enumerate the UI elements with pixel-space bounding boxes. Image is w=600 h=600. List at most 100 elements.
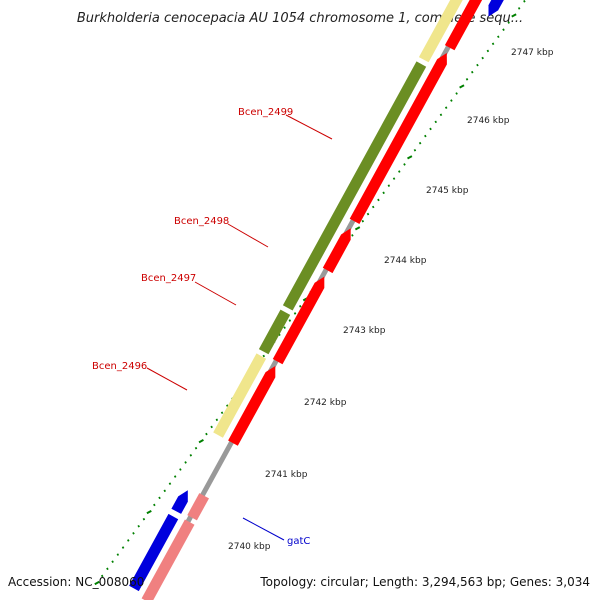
scale-dot xyxy=(132,532,135,535)
scale-dot xyxy=(205,432,208,436)
scale-dot xyxy=(215,418,219,422)
scale-major-tick xyxy=(94,580,100,586)
scale-dot xyxy=(262,354,266,358)
scale-label-2745: 2745 kbp xyxy=(426,186,469,196)
scale-dot xyxy=(184,461,187,464)
scale-dot xyxy=(168,482,172,485)
gene-label-text: gatC xyxy=(287,536,310,547)
feature-track xyxy=(129,0,507,600)
scale-dot xyxy=(194,446,198,450)
scale-dot xyxy=(121,546,125,549)
topology-text: Topology: circular; Length: 3,294,563 bp… xyxy=(259,575,590,589)
scale-label-2742: 2742 kbp xyxy=(304,398,347,408)
scale-dot xyxy=(424,134,427,138)
accession-text: Accession: NC_008060 xyxy=(8,575,144,589)
scale-dot xyxy=(450,99,453,102)
scale-dot xyxy=(476,63,479,67)
rna-feature-green-1[interactable] xyxy=(258,309,291,355)
scale-dot xyxy=(210,425,213,429)
scale-dots xyxy=(94,0,526,586)
gene-label-text: Bcen_2497 xyxy=(141,273,196,284)
scale-dot xyxy=(486,49,490,53)
scale-label-2743: 2743 kbp xyxy=(343,326,386,336)
cds-bcen-2496[interactable] xyxy=(228,366,276,446)
cds-blue-1[interactable] xyxy=(129,513,179,592)
scale-dot xyxy=(507,21,510,24)
rna-feature-khaki-2[interactable] xyxy=(418,0,471,63)
scale-dot xyxy=(429,127,432,131)
cds-blue-2[interactable] xyxy=(171,490,188,514)
scale-dot xyxy=(413,148,417,152)
scale-dot xyxy=(398,170,401,173)
scale-dot xyxy=(377,198,380,202)
scale-dot xyxy=(106,567,109,571)
gene-label-bcen-2498[interactable]: Bcen_2498 xyxy=(174,216,269,248)
cds-gatc[interactable] xyxy=(141,519,195,600)
cds-blue-top[interactable] xyxy=(488,0,507,17)
scale-dot xyxy=(491,42,495,46)
scale-dot xyxy=(439,113,443,117)
scale-dot xyxy=(392,177,396,180)
scale-dot xyxy=(116,553,120,556)
scale-dot xyxy=(371,205,375,209)
scale-dot xyxy=(517,7,521,10)
cds-bcen-2498[interactable] xyxy=(322,228,351,274)
gene-label-text: Bcen_2499 xyxy=(238,107,293,118)
scale-dot xyxy=(444,106,448,109)
gene-label-bcen-2496[interactable]: Bcen_2496 xyxy=(92,361,188,391)
rna-feature-khaki-1[interactable] xyxy=(213,353,267,438)
scale-dot xyxy=(288,319,292,322)
scale-dot xyxy=(220,411,224,415)
scale-dot xyxy=(127,539,130,542)
cds-gatc-head[interactable] xyxy=(187,493,209,521)
scale-major-tick xyxy=(459,84,465,89)
scale-major-tick xyxy=(354,226,361,231)
scale-dot xyxy=(382,191,385,195)
scale-dot xyxy=(523,0,526,3)
scale-label-2746: 2746 kbp xyxy=(467,116,510,126)
gene-label-gatc[interactable]: gatC xyxy=(242,517,310,547)
scale-dot xyxy=(173,475,177,478)
scale-dot xyxy=(293,312,297,315)
scale-dot xyxy=(387,184,391,188)
rna-feature-green-2[interactable] xyxy=(282,61,427,311)
cds-bcen-2499[interactable] xyxy=(349,53,447,224)
scale-major-tick xyxy=(146,509,152,515)
scale-label-2747: 2747 kbp xyxy=(511,48,554,58)
scale-dot xyxy=(403,163,406,166)
scale-dot xyxy=(283,326,286,329)
scale-dot xyxy=(137,524,140,528)
scale-dot xyxy=(163,489,167,493)
scale-label-2741: 2741 kbp xyxy=(265,470,308,480)
gene-label-text: Bcen_2496 xyxy=(92,361,147,372)
scale-dot xyxy=(418,141,422,145)
scale-dot xyxy=(100,574,104,578)
scale-dot xyxy=(158,496,161,500)
scale-dot xyxy=(434,120,438,124)
scale-dot xyxy=(502,28,505,31)
scale-dot xyxy=(366,212,370,216)
scale-label-2740: 2740 kbp xyxy=(228,542,271,552)
scale-major-tick xyxy=(198,439,204,444)
scale-label-2744: 2744 kbp xyxy=(384,256,427,266)
scale-dot xyxy=(226,404,229,407)
scale-major-tick xyxy=(407,155,413,160)
scale-dot xyxy=(361,219,365,223)
map-title: Burkholderia cenocepacia AU 1054 chromos… xyxy=(77,11,523,26)
scale-dot xyxy=(179,468,182,471)
scale-dot xyxy=(299,305,302,308)
scale-dot xyxy=(455,92,458,95)
scale-dot xyxy=(189,454,193,457)
gene-label-bcen-2499[interactable]: Bcen_2499 xyxy=(238,107,333,140)
scale-dot xyxy=(470,70,474,74)
cds-bcen-2497[interactable] xyxy=(272,276,325,365)
scale-dot xyxy=(481,56,484,60)
scale-dot xyxy=(497,35,500,39)
cds-red-top[interactable] xyxy=(444,0,485,51)
scale-dot xyxy=(111,560,114,564)
scale-dot xyxy=(153,503,156,507)
scale-dot xyxy=(465,78,469,81)
gene-label-text: Bcen_2498 xyxy=(174,216,229,227)
gene-label-bcen-2497[interactable]: Bcen_2497 xyxy=(141,273,237,306)
